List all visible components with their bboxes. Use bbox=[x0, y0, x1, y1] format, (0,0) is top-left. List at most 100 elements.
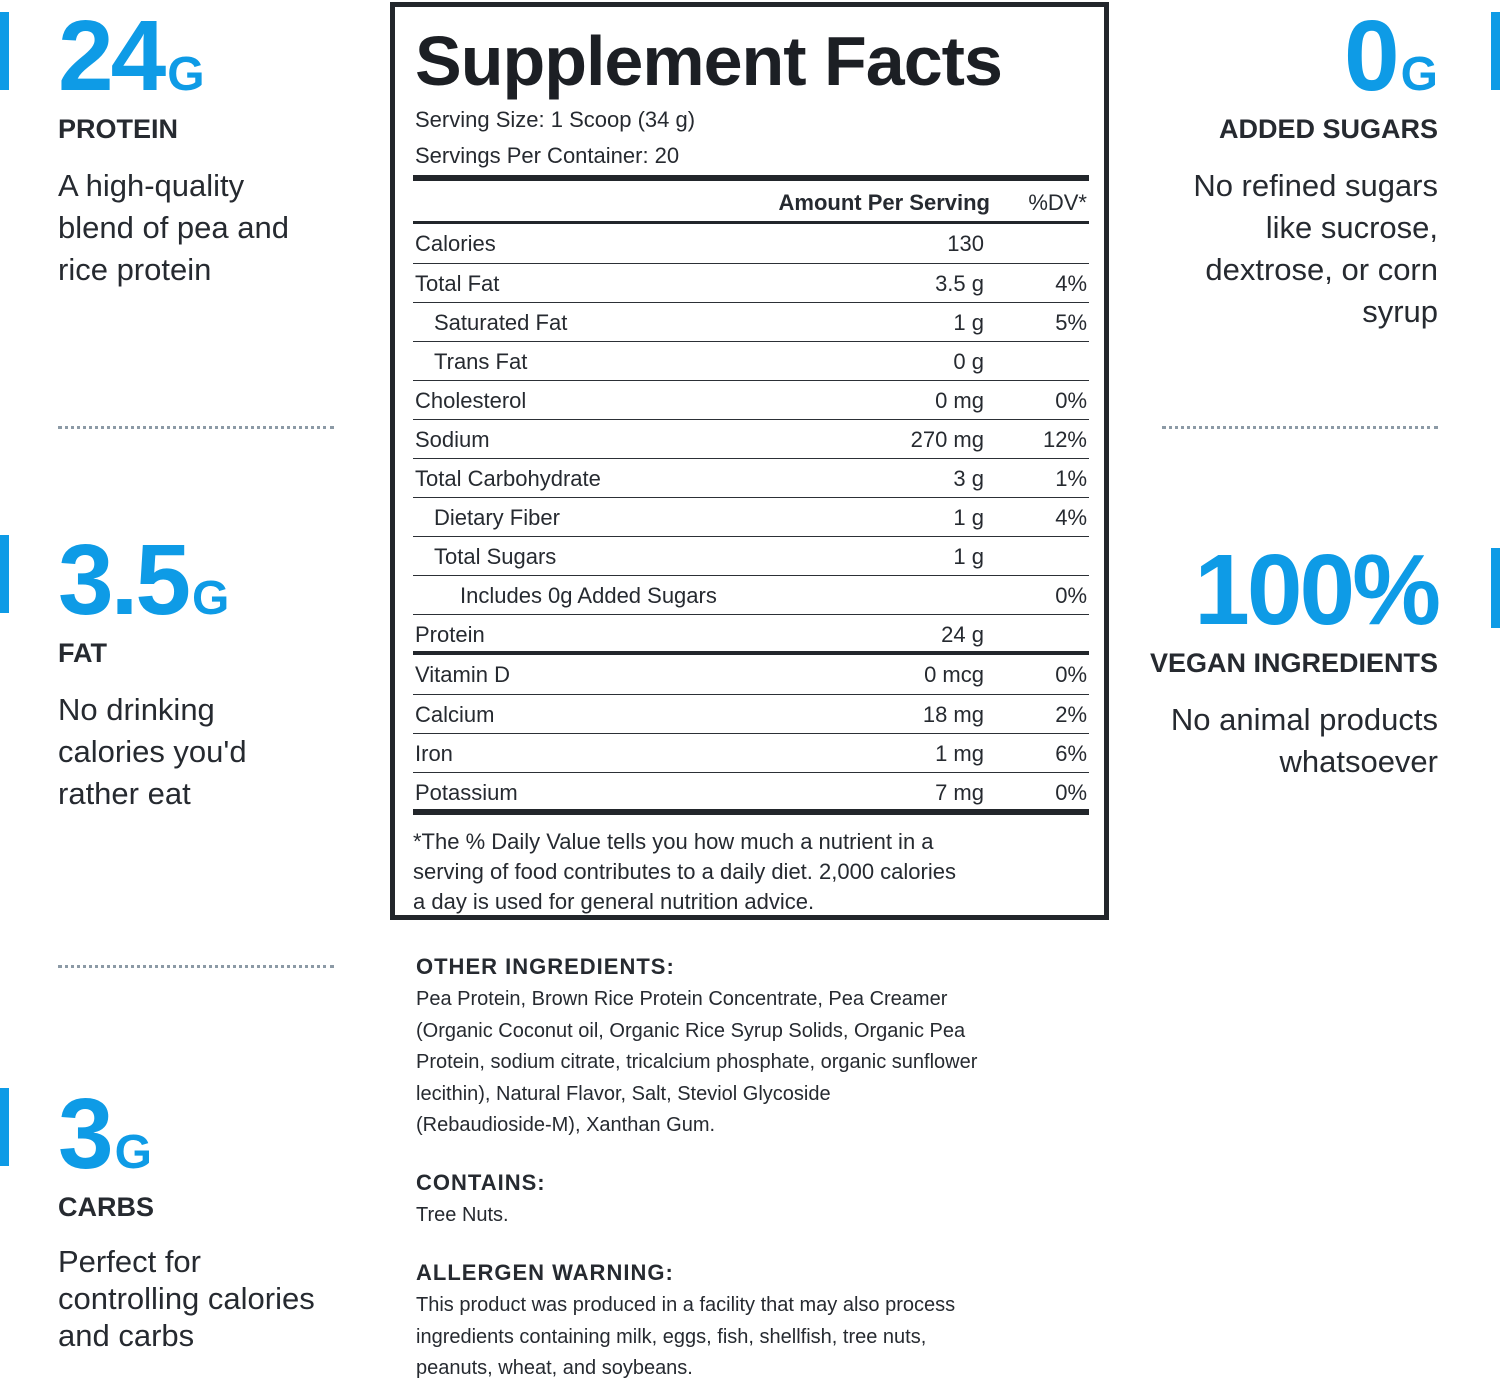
accent-bar-carbs bbox=[0, 1088, 9, 1166]
rule-thick-mid bbox=[413, 651, 1089, 655]
header-dv: %DV* bbox=[1028, 190, 1087, 215]
stat-protein: 24G PROTEIN A high-quality blend of pea … bbox=[58, 6, 378, 291]
nutrient-dv: 6% bbox=[1055, 741, 1087, 766]
divider-dotted-left-2 bbox=[58, 965, 334, 968]
stat-carbs-value: 3G bbox=[58, 1078, 152, 1190]
nutrient-row: Total Fat 3.5 g 4% bbox=[413, 263, 1089, 303]
contains-title: CONTAINS: bbox=[416, 1170, 546, 1195]
stat-fat-value: 3.5G bbox=[58, 524, 230, 636]
nutrient-amount: 7 mg bbox=[935, 780, 984, 805]
nutrient-row: Total Carbohydrate 3 g 1% bbox=[413, 458, 1089, 498]
other-ingredients-text: Pea Protein, Brown Rice Protein Concentr… bbox=[416, 988, 978, 1136]
nutrient-row: Cholesterol 0 mg 0% bbox=[413, 380, 1089, 420]
stat-protein-desc: A high-quality blend of pea and rice pro… bbox=[58, 168, 289, 287]
contains-text: Tree Nuts. bbox=[416, 1204, 509, 1226]
nutrient-amount: 0 mcg bbox=[924, 662, 984, 687]
nutrient-name: Total Carbohydrate bbox=[415, 466, 601, 491]
nutrient-name: Dietary Fiber bbox=[434, 505, 560, 530]
stat-vegan: 100% VEGAN INGREDIENTS No animal product… bbox=[1100, 534, 1441, 783]
stat-vegan-desc: No animal products whatsoever bbox=[1170, 702, 1438, 779]
stat-protein-value: 24G bbox=[58, 0, 205, 112]
servings-per-container: Servings Per Container: 20 bbox=[415, 143, 680, 168]
stat-vegan-label: VEGAN INGREDIENTS bbox=[1149, 648, 1438, 678]
nutrient-name: Vitamin D bbox=[415, 662, 510, 687]
header-amount: Amount Per Serving bbox=[778, 190, 990, 215]
nutrient-name: Protein bbox=[415, 622, 485, 647]
divider-dotted-right bbox=[1162, 426, 1438, 429]
nutrient-name: Includes 0g Added Sugars bbox=[460, 583, 717, 608]
nutrient-amount: 130 bbox=[947, 231, 984, 256]
nutrient-row: Iron 1 mg 6% bbox=[413, 733, 1089, 773]
nutrient-row: Calories 130 bbox=[413, 224, 1089, 263]
nutrient-name: Iron bbox=[415, 741, 453, 766]
nutrient-amount: 1 g bbox=[953, 544, 984, 569]
rule-thick-top bbox=[413, 175, 1089, 181]
nutrient-name: Calcium bbox=[415, 702, 495, 727]
rule-thick-header bbox=[413, 221, 1089, 224]
accent-bar-sugars bbox=[1491, 12, 1500, 90]
nutrient-dv: 0% bbox=[1055, 662, 1087, 687]
nutrient-dv: 0% bbox=[1055, 780, 1087, 805]
nutrient-amount: 0 g bbox=[953, 349, 984, 374]
nutrient-dv: 1% bbox=[1055, 466, 1087, 491]
stat-vegan-value: 100% bbox=[1194, 534, 1441, 646]
allergen-text: This product was produced in a facility … bbox=[416, 1294, 956, 1379]
stat-carbs: 3G CARBS Perfect for controlling calorie… bbox=[58, 1084, 378, 1354]
nutrient-row: Potassium 7 mg 0% bbox=[413, 772, 1089, 812]
nutrient-amount: 1 mg bbox=[935, 741, 984, 766]
nutrient-row: Vitamin D 0 mcg 0% bbox=[413, 655, 1089, 694]
nutrient-dv: 0% bbox=[1055, 583, 1087, 608]
nutrient-row: Saturated Fat 1 g 5% bbox=[413, 302, 1089, 342]
supplement-facts-panel: Supplement Facts Serving Size: 1 Scoop (… bbox=[390, 2, 1109, 920]
rule-thick-bottom bbox=[413, 809, 1089, 815]
nutrient-name: Sodium bbox=[415, 427, 490, 452]
nutrient-name: Total Fat bbox=[415, 271, 500, 296]
divider-dotted-left-1 bbox=[58, 426, 334, 429]
allergen-title: ALLERGEN WARNING: bbox=[416, 1260, 674, 1285]
nutrient-amount: 24 g bbox=[941, 622, 984, 647]
accent-bar-protein bbox=[0, 12, 9, 90]
nutrient-amount: 3.5 g bbox=[935, 271, 984, 296]
nutrient-name: Potassium bbox=[415, 780, 518, 805]
dv-footnote: *The % Daily Value tells you how much a … bbox=[413, 829, 956, 914]
nutrient-dv: 12% bbox=[1042, 427, 1087, 452]
accent-bar-vegan bbox=[1491, 548, 1500, 628]
accent-bar-fat bbox=[0, 535, 9, 613]
nutrient-row: Dietary Fiber 1 g 4% bbox=[413, 497, 1089, 537]
stat-sugars-value: 0G bbox=[1344, 0, 1438, 112]
serving-size: Serving Size: 1 Scoop (34 g) bbox=[415, 107, 696, 132]
stat-sugars-label: ADDED SUGARS bbox=[1218, 114, 1438, 144]
stat-carbs-desc: Perfect for controlling calories and car… bbox=[58, 1244, 315, 1353]
nutrient-amount: 3 g bbox=[953, 466, 984, 491]
panel-title: Supplement Facts bbox=[415, 22, 1003, 100]
nutrient-dv: 0% bbox=[1055, 388, 1087, 413]
nutrient-dv: 5% bbox=[1055, 310, 1087, 335]
nutrient-name: Trans Fat bbox=[434, 349, 528, 374]
stat-fat: 3.5G FAT No drinking calories you'd rath… bbox=[58, 530, 378, 815]
nutrient-dv: 4% bbox=[1055, 271, 1087, 296]
nutrient-row: Trans Fat 0 g bbox=[413, 341, 1089, 381]
nutrient-amount: 18 mg bbox=[922, 702, 984, 727]
stat-protein-label: PROTEIN bbox=[58, 114, 179, 144]
stat-fat-desc: No drinking calories you'd rather eat bbox=[58, 692, 247, 811]
nutrient-row: Total Sugars 1 g bbox=[413, 536, 1089, 576]
nutrient-row: Includes 0g Added Sugars 0% bbox=[413, 575, 1089, 615]
nutrient-amount: 1 g bbox=[953, 505, 984, 530]
stat-sugars-desc: No refined sugars like sucrose, dextrose… bbox=[1193, 168, 1438, 329]
nutrient-dv: 4% bbox=[1055, 505, 1087, 530]
nutrient-name: Calories bbox=[415, 231, 496, 256]
stat-sugars: 0G ADDED SUGARS No refined sugars like s… bbox=[1120, 6, 1438, 333]
nutrient-amount: 270 mg bbox=[910, 427, 984, 452]
stat-carbs-label: CARBS bbox=[58, 1192, 155, 1222]
nutrient-name: Total Sugars bbox=[434, 544, 557, 569]
stat-fat-label: FAT bbox=[58, 638, 107, 668]
nutrient-name: Saturated Fat bbox=[434, 310, 568, 335]
nutrient-amount: 1 g bbox=[953, 310, 984, 335]
nutrient-amount: 0 mg bbox=[935, 388, 984, 413]
nutrient-dv: 2% bbox=[1055, 702, 1087, 727]
nutrient-row: Protein 24 g bbox=[413, 614, 1089, 654]
other-ingredients-title: OTHER INGREDIENTS: bbox=[416, 954, 675, 979]
nutrient-row: Sodium 270 mg 12% bbox=[413, 419, 1089, 459]
nutrient-name: Cholesterol bbox=[415, 388, 527, 413]
nutrient-row: Calcium 18 mg 2% bbox=[413, 694, 1089, 734]
